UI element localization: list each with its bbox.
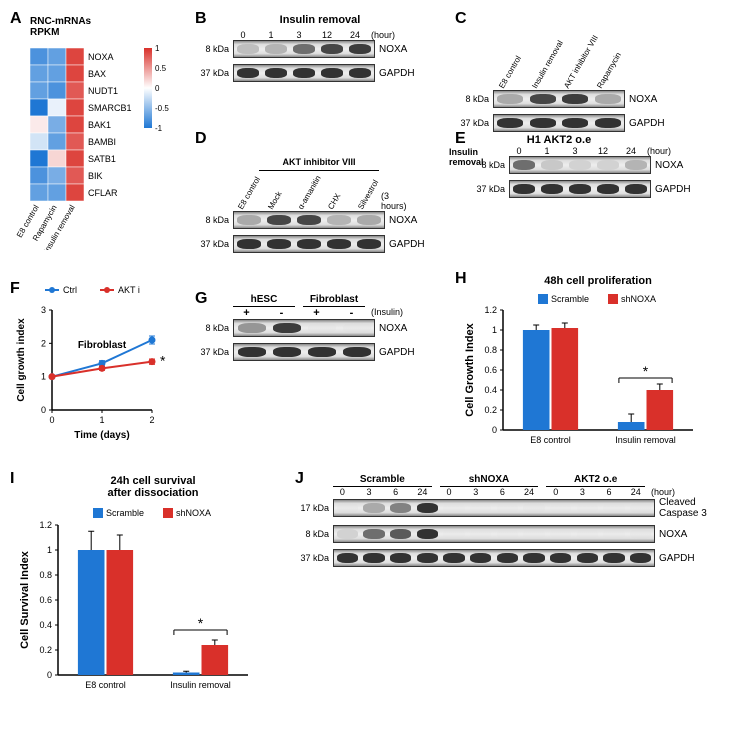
panel-g: G hESCFibroblast+-+-(Insulin)8 kDaNOXA37… [195, 290, 415, 367]
svg-text:NOXA: NOXA [88, 52, 114, 62]
panel-b-label: B [195, 10, 207, 28]
svg-text:CFLAR: CFLAR [88, 188, 118, 198]
panel-i: I 0 0.2 0.4 0.6 0.8 1 1.2 Cell Survival Index 24… [10, 470, 270, 700]
svg-text:0.2: 0.2 [39, 645, 52, 655]
svg-text:SATB1: SATB1 [88, 154, 116, 164]
svg-text:Scramble: Scramble [551, 294, 589, 304]
svg-text:Scramble: Scramble [106, 508, 144, 518]
svg-text:-1: -1 [155, 124, 163, 133]
svg-text:Fibroblast: Fibroblast [78, 340, 127, 351]
svg-text:0.5: 0.5 [155, 64, 167, 73]
svg-text:E8 control: E8 control [530, 435, 571, 445]
svg-text:0.8: 0.8 [39, 570, 52, 580]
panel-d-label: D [195, 130, 207, 148]
svg-text:Insulin removal: Insulin removal [170, 680, 231, 690]
svg-text:24h cell survival: 24h cell survival [111, 475, 196, 487]
svg-text:0.2: 0.2 [484, 405, 497, 415]
svg-text:BAK1: BAK1 [88, 120, 111, 130]
panel-c: C E8 controlInsulin removalAKT inhibitor… [455, 10, 715, 138]
svg-text:SMARCB1: SMARCB1 [88, 103, 132, 113]
svg-text:BAMBI: BAMBI [88, 137, 116, 147]
heatmap-svg: NOXA BAX NUDT1 SMARCB1 BAK1 BAMBI SATB1 BIK CFLA… [10, 20, 180, 250]
svg-text:shNOXA: shNOXA [176, 508, 211, 518]
svg-text:Cell Survival Index: Cell Survival Index [19, 550, 31, 649]
svg-text:0: 0 [47, 670, 52, 680]
bar-chart-i: 0 0.2 0.4 0.6 0.8 1 1.2 Cell Survival Index 24h … [10, 470, 270, 700]
figure-root: A RNC-mRNAs RPKM NOXABAXNUDT1SMARCB1BAK1… [10, 10, 727, 732]
svg-text:0: 0 [41, 405, 46, 415]
svg-text:0.8: 0.8 [484, 345, 497, 355]
svg-text:Ctrl: Ctrl [63, 285, 77, 295]
svg-text:-0.5: -0.5 [155, 104, 169, 113]
panel-h: H 0 0.2 0.4 0.6 0.8 1 1.2 Cell Growth Index 48h … [455, 270, 715, 450]
svg-text:3: 3 [41, 305, 46, 315]
svg-text:0.6: 0.6 [484, 365, 497, 375]
panel-j: J ScrambleshNOXAAKT2 o.e036240362403624(… [295, 470, 725, 573]
svg-text:Cell Growth Index: Cell Growth Index [464, 322, 476, 416]
svg-text:2: 2 [41, 338, 46, 348]
panel-a: A RNC-mRNAs RPKM NOXABAXNUDT1SMARCB1BAK1… [10, 10, 180, 250]
svg-text:1: 1 [47, 545, 52, 555]
svg-text:2: 2 [149, 415, 154, 425]
panel-f: F 0 1 2 3 0 1 2 Time (days) Cell growth index Fib… [10, 280, 180, 440]
panel-b-title: Insulin removal [225, 14, 415, 26]
svg-text:Time (days): Time (days) [74, 430, 129, 440]
panel-i-label: I [10, 470, 14, 488]
panel-b: B Insulin removal 0131224(hour)8 kDaNOXA… [195, 10, 415, 88]
svg-text:E8 control: E8 control [85, 680, 126, 690]
svg-text:1: 1 [41, 372, 46, 382]
svg-text:1: 1 [492, 325, 497, 335]
bar-chart-h: 0 0.2 0.4 0.6 0.8 1 1.2 Cell Growth Index 48h ce… [455, 270, 715, 450]
svg-text:0.6: 0.6 [39, 595, 52, 605]
svg-text:NUDT1: NUDT1 [88, 86, 118, 96]
svg-text:0: 0 [155, 84, 160, 93]
svg-text:1: 1 [155, 44, 160, 53]
svg-text:0: 0 [492, 425, 497, 435]
svg-text:shNOXA: shNOXA [621, 294, 656, 304]
svg-text:AKT i: AKT i [118, 285, 140, 295]
svg-text:48h cell proliferation: 48h cell proliferation [544, 275, 652, 287]
svg-text:after dissociation: after dissociation [107, 487, 198, 499]
svg-text:*: * [198, 615, 204, 631]
svg-text:Insulin removal: Insulin removal [615, 435, 676, 445]
svg-text:BAX: BAX [88, 69, 106, 79]
panel-c-label: C [455, 10, 467, 28]
svg-text:*: * [160, 353, 166, 369]
svg-text:1.2: 1.2 [484, 305, 497, 315]
svg-text:1: 1 [99, 415, 104, 425]
svg-text:Cell growth index: Cell growth index [16, 318, 27, 402]
panel-d: D AKT inhibitor VIIIE8 controlMockα-aman… [195, 130, 425, 259]
svg-text:0: 0 [49, 415, 54, 425]
panel-f-label: F [10, 280, 20, 298]
panel-e: E Insulin removalH1 AKT2 o.e0131224(hour… [455, 130, 715, 204]
svg-text:1.2: 1.2 [39, 520, 52, 530]
line-chart-f: 0 1 2 3 0 1 2 Time (days) Cell growth index Fibro… [10, 280, 180, 440]
svg-text:*: * [643, 363, 649, 379]
panel-h-label: H [455, 270, 467, 288]
svg-text:0.4: 0.4 [39, 620, 52, 630]
svg-text:BIK: BIK [88, 171, 103, 181]
svg-text:0.4: 0.4 [484, 385, 497, 395]
